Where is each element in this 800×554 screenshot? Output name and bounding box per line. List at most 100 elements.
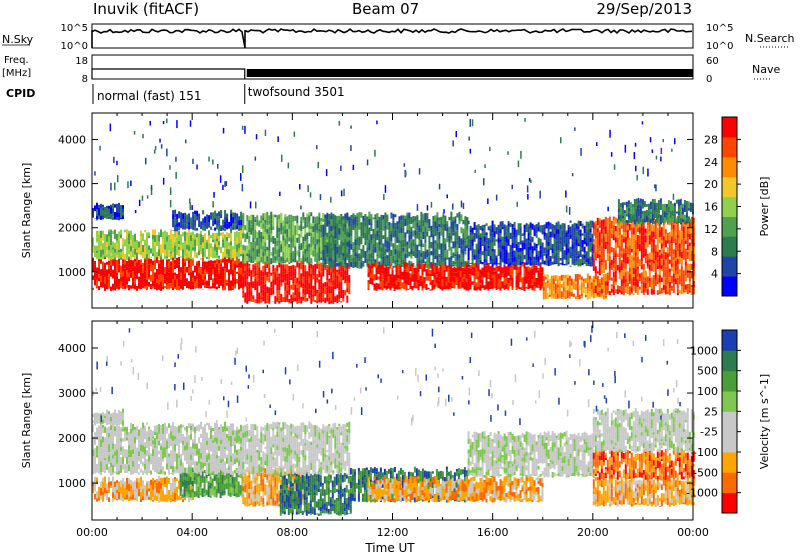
power-cell (479, 278, 482, 284)
power-cell (559, 229, 562, 237)
power-cell (575, 223, 578, 229)
power-cell (588, 286, 591, 292)
power-cell (292, 297, 295, 302)
power-cell (232, 286, 234, 290)
power-cell (250, 294, 253, 297)
power-cell (439, 271, 442, 278)
power-cell (467, 247, 470, 253)
power-cell (276, 273, 279, 277)
power-cell (132, 267, 134, 272)
nave-trace (246, 69, 694, 77)
power-cell (592, 258, 595, 264)
power-cell (572, 279, 575, 282)
power-cell (369, 281, 372, 284)
power-cell (471, 261, 474, 265)
power-cell (541, 272, 544, 279)
power-cell (228, 242, 230, 247)
power-cell (379, 275, 382, 282)
power-cell (196, 237, 198, 244)
power-cell (670, 281, 673, 284)
power-cell (312, 285, 315, 290)
power-cell (545, 253, 548, 259)
power-cell (399, 269, 402, 274)
power-cell (462, 255, 465, 259)
power-echo (241, 125, 244, 130)
power-cell (604, 297, 607, 299)
power-cell (553, 247, 556, 256)
power-cell (390, 249, 393, 257)
power-cell (481, 276, 484, 280)
power-cell (523, 254, 526, 260)
power-cell (628, 245, 631, 250)
power-cell (666, 236, 669, 241)
power-cell (600, 233, 603, 239)
power-cell (378, 233, 381, 241)
power-cell (362, 248, 365, 255)
power-cell (106, 213, 108, 218)
power-cell (254, 252, 257, 260)
power-cell (244, 225, 247, 231)
power-cell (617, 201, 620, 205)
power-cell (592, 239, 595, 242)
power-cell (413, 267, 416, 274)
velocity-cell (104, 487, 106, 494)
power-cell (579, 244, 582, 248)
power-cell (194, 281, 196, 284)
power-cell (690, 272, 693, 279)
power-cell (394, 232, 397, 238)
power-cell (604, 219, 607, 227)
power-cell (481, 231, 484, 236)
power-cell (499, 262, 502, 270)
power-cell (618, 259, 621, 267)
power-cell (286, 244, 289, 252)
power-cell (627, 212, 630, 220)
power-echo (212, 201, 214, 208)
power-cell (668, 251, 671, 257)
power-cell (442, 214, 445, 218)
power-cell (402, 228, 405, 234)
nave-tick-high: 60 (706, 56, 719, 67)
power-cell (334, 251, 337, 257)
power-cell (344, 226, 347, 235)
power-cell (617, 199, 620, 202)
power-cell (262, 296, 265, 302)
power-cell (276, 246, 279, 250)
power-cell (224, 265, 226, 269)
power-cell (256, 232, 259, 238)
power-cell (412, 250, 415, 256)
power-cell (610, 286, 613, 289)
power-cell (578, 274, 581, 277)
date-title: 29/Sep/2013 (596, 0, 692, 18)
power-cell (190, 280, 192, 286)
power-cell (644, 233, 647, 236)
power-cell (448, 232, 451, 236)
power-cell (499, 252, 502, 259)
power-cell (426, 223, 429, 232)
power-cell (525, 276, 528, 284)
power-cell (286, 251, 289, 258)
power-cell (686, 289, 689, 294)
power-cell (464, 251, 467, 255)
power-cell (224, 221, 227, 229)
power-cell (218, 231, 220, 236)
power-cell (158, 274, 160, 281)
power-cell (670, 229, 673, 237)
power-cell (270, 272, 273, 276)
power-cell (580, 279, 583, 283)
power-echo (374, 149, 376, 157)
power-cell (623, 202, 626, 206)
power-cell (527, 279, 530, 283)
power-cell (188, 258, 190, 265)
power-cell (485, 248, 488, 252)
power-cell (166, 269, 168, 272)
power-cell (254, 276, 257, 279)
power-cell (602, 277, 605, 285)
power-cell (266, 216, 269, 221)
power-cell (684, 261, 687, 266)
power-cell (477, 262, 480, 265)
power-cell (154, 277, 156, 284)
power-cell (106, 269, 108, 277)
power-cell (282, 245, 285, 253)
power-cell (567, 224, 570, 228)
power-cell (423, 277, 426, 280)
